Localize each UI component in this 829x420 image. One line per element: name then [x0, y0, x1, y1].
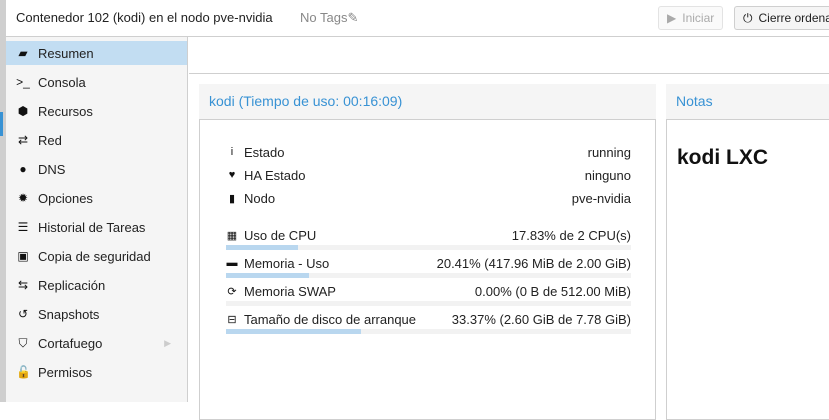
book-icon: ▰ — [16, 46, 30, 60]
sidebar-item-snapshots[interactable]: ↺ Snapshots — [6, 302, 187, 326]
status-row: ▮ Nodo pve-nvidia — [226, 189, 631, 207]
sidebar-item-historial-de-tareas[interactable]: ☰ Historial de Tareas — [6, 215, 187, 239]
notes-panel: Notas kodi LXC — [666, 84, 829, 402]
sidebar-item-consola[interactable]: >_ Consola — [6, 70, 187, 94]
expand-arrow-icon[interactable]: ▶ — [164, 338, 171, 349]
usage-progress-fill — [226, 245, 298, 250]
row-label: Memoria SWAP — [244, 284, 336, 299]
usage-row: ⊟ Tamaño de disco de arranque 33.37% (2.60… — [226, 310, 631, 328]
sidebar-item-label: Copia de seguridad — [38, 249, 151, 264]
row-value: 33.37% (2.60 GiB de 7.78 GiB) — [452, 312, 631, 327]
info-icon: i — [226, 146, 238, 158]
shield-icon: ⛉ — [16, 336, 30, 351]
usage-progress-fill — [226, 273, 309, 278]
content-toolbar — [189, 37, 829, 74]
status-panel-body: i Estado running ♥ HA Estado ninguno ▮ Nodo pve-… — [199, 120, 656, 420]
sidebar-item-replicaci-n[interactable]: ⇆ Replicación — [6, 273, 187, 297]
row-value: 20.41% (417.96 MiB de 2.00 GiB) — [437, 256, 631, 271]
terminal-icon: >_ — [16, 75, 30, 89]
cube-icon: ⬢ — [16, 104, 30, 118]
status-panel-title: kodi (Tiempo de uso: 00:16:09) — [199, 84, 656, 120]
play-icon: ▶ — [667, 11, 676, 25]
row-label: Uso de CPU — [244, 228, 316, 243]
sidebar-item-label: Resumen — [38, 46, 94, 61]
tags-label: No Tags — [300, 10, 347, 25]
sidebar-item-dns[interactable]: ● DNS — [6, 157, 187, 181]
sidebar: ▰ Resumen >_ Consola ⬢ Recursos ⇄ Red ● DNS ✹ Opcio… — [6, 37, 188, 402]
row-value: 17.83% de 2 CPU(s) — [512, 228, 631, 243]
row-label: Nodo — [244, 191, 275, 206]
row-label: Estado — [244, 145, 284, 160]
top-bar: Contenedor 102 (kodi) en el nodo pve-nvi… — [6, 0, 829, 37]
usage-progress-bar — [226, 245, 631, 250]
sidebar-item-label: Opciones — [38, 191, 93, 206]
sidebar-item-label: Snapshots — [38, 307, 99, 322]
sidebar-item-label: Cortafuego — [38, 336, 102, 351]
gear-icon: ✹ — [16, 191, 30, 205]
usage-row: ▬ Memoria - Uso 20.41% (417.96 MiB de 2.00… — [226, 254, 631, 272]
row-label: Memoria - Uso — [244, 256, 329, 271]
sidebar-item-label: Historial de Tareas — [38, 220, 145, 235]
server-icon: ▮ — [226, 192, 238, 205]
retweet-icon: ⇆ — [16, 278, 30, 292]
start-button[interactable]: ▶ Iniciar — [658, 6, 723, 30]
status-row: ♥ HA Estado ninguno — [226, 166, 631, 184]
globe-icon: ● — [16, 162, 30, 176]
status-panel: kodi (Tiempo de uso: 00:16:09) i Estado ru… — [199, 84, 656, 402]
sidebar-item-copia-de-seguridad[interactable]: ▣ Copia de seguridad — [6, 244, 187, 268]
sidebar-item-label: Replicación — [38, 278, 105, 293]
pencil-icon: ✎ — [347, 10, 358, 25]
cpu-icon: ▦ — [226, 229, 238, 242]
sidebar-item-recursos[interactable]: ⬢ Recursos — [6, 99, 187, 123]
start-label: Iniciar — [682, 11, 714, 25]
row-value: running — [588, 145, 631, 160]
page-title: Contenedor 102 (kodi) en el nodo pve-nvi… — [16, 10, 273, 25]
shutdown-button[interactable]: ⏻ Cierre ordena — [734, 6, 829, 30]
usage-progress-bar — [226, 301, 631, 306]
notes-content: kodi LXC — [677, 146, 768, 170]
floppy-icon: ▣ — [16, 249, 30, 263]
list-icon: ☰ — [16, 220, 30, 234]
sidebar-item-label: Red — [38, 133, 62, 148]
sidebar-item-label: Recursos — [38, 104, 93, 119]
history-icon: ↺ — [16, 307, 30, 321]
sidebar-item-label: DNS — [38, 162, 65, 177]
usage-progress-bar — [226, 273, 631, 278]
hdd-icon: ⊟ — [226, 313, 238, 326]
status-row: i Estado running — [226, 143, 631, 161]
usage-progress-fill — [226, 329, 361, 334]
usage-row: ⟳ Memoria SWAP 0.00% (0 B de 512.00 MiB) — [226, 282, 631, 300]
exchange-icon: ⇄ — [16, 133, 30, 147]
shutdown-label: Cierre ordena — [759, 11, 829, 25]
memory-icon: ▬ — [226, 257, 238, 269]
row-label: HA Estado — [244, 168, 305, 183]
sidebar-item-cortafuego[interactable]: ⛉ Cortafuego ▶ — [6, 331, 187, 355]
tags-edit[interactable]: No Tags✎ — [300, 10, 358, 26]
refresh-icon: ⟳ — [226, 285, 238, 298]
notes-panel-title: Notas — [666, 84, 829, 120]
sidebar-item-red[interactable]: ⇄ Red — [6, 128, 187, 152]
row-value: pve-nvidia — [572, 191, 631, 206]
sidebar-item-label: Consola — [38, 75, 86, 90]
usage-row: ▦ Uso de CPU 17.83% de 2 CPU(s) — [226, 226, 631, 244]
sidebar-item-resumen[interactable]: ▰ Resumen — [6, 41, 187, 65]
row-value: ninguno — [585, 168, 631, 183]
sidebar-item-permisos[interactable]: 🔓 Permisos — [6, 360, 187, 384]
row-label: Tamaño de disco de arranque — [244, 312, 416, 327]
sidebar-item-label: Permisos — [38, 365, 92, 380]
row-value: 0.00% (0 B de 512.00 MiB) — [475, 284, 631, 299]
selection-marker — [0, 112, 3, 136]
usage-progress-bar — [226, 329, 631, 334]
heartbeat-icon: ♥ — [226, 169, 238, 181]
sidebar-item-opciones[interactable]: ✹ Opciones — [6, 186, 187, 210]
notes-body[interactable]: kodi LXC — [666, 120, 829, 420]
unlock-icon: 🔓 — [16, 365, 30, 379]
power-icon: ⏻ — [743, 11, 753, 26]
